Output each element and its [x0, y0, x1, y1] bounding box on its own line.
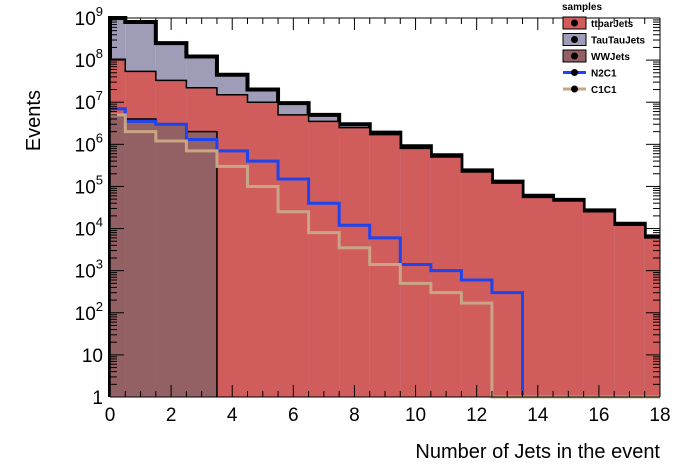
x-tick-label: 16: [588, 405, 609, 426]
legend-marker-tautaujets: [571, 36, 578, 43]
legend: samples ttbarJets TauTauJets WWJets N2C1 C1C…: [562, 2, 646, 96]
y-tick-label: 10: [82, 346, 103, 367]
legend-marker-wwjets: [571, 52, 578, 60]
y-tick-label: 103: [75, 257, 103, 283]
x-tick-label: 12: [466, 405, 487, 426]
legend-label-ttbarjets: ttbarJets: [591, 19, 634, 30]
x-tick-label: 6: [288, 405, 299, 426]
bar-ttbarjets-bin-5: [247, 102, 279, 397]
y-tick-label: 107: [75, 88, 103, 114]
bar-ttbarjets-bin-12: [461, 172, 492, 397]
bar-ttbarjets-bin-4: [216, 94, 248, 397]
x-axis-title: Number of Jets in the event: [415, 441, 660, 463]
x-tick-label: 14: [527, 405, 549, 426]
line-n2c1: [110, 107, 660, 399]
x-tick-label: 8: [349, 405, 360, 426]
bar-ttbarjets-bin-6: [278, 114, 309, 398]
bar-ttbarjets-bin-7: [308, 121, 340, 397]
x-tick-label: 18: [649, 405, 670, 426]
legend-label-n2c1: N2C1: [591, 69, 617, 80]
y-tick-label: 109: [75, 4, 103, 30]
y-tick-label: 108: [75, 46, 103, 72]
x-tick-label: 10: [405, 405, 426, 426]
x-tick-label: 2: [166, 405, 177, 426]
bar-ttbarjets-bin-15: [553, 201, 584, 397]
ticks: [109, 17, 661, 398]
y-tick-label: 1: [92, 388, 103, 409]
y-tick-label: 102: [75, 299, 103, 325]
bar-wwjets-bin-0: [110, 114, 126, 398]
bar-ttbarjets-bin-13: [491, 183, 523, 397]
bar-ttbarjets-bin-14: [522, 197, 554, 397]
legend-marker-c1c1: [571, 85, 578, 93]
legend-label-tautaujets: TauTauJets: [591, 36, 646, 47]
bar-wwjets-bin-2: [155, 124, 187, 398]
bar-ttbarjets-bin-11: [430, 157, 462, 397]
bar-ttbarjets-bin-10: [400, 148, 431, 397]
legend-label-c1c1: C1C1: [591, 85, 617, 96]
bar-ttbarjets-bin-17: [614, 225, 645, 397]
legend-label-wwjets: WWJets: [591, 52, 630, 63]
legend-marker-ttbarjets: [571, 19, 578, 27]
bar-wwjets-bin-3: [186, 131, 217, 398]
x-tick-label: 0: [105, 405, 116, 426]
tick-labels: 0 2 4 6 8 10 12 14 16 18 1 10 102 103 104 105 106 107 108 1…: [75, 4, 671, 426]
bar-ttbarjets-bin-18: [644, 237, 660, 397]
stacked-fills: [108, 16, 660, 398]
bar-ttbarjets-bin-16: [583, 211, 615, 397]
legend-title: samples: [562, 2, 602, 13]
y-tick-label: 104: [75, 215, 103, 241]
x-tick-label: 4: [227, 405, 238, 426]
legend-marker-n2c1: [571, 69, 578, 76]
y-axis-title: Events: [23, 90, 45, 151]
y-tick-label: 105: [75, 172, 103, 198]
bar-wwjets-bin-1: [125, 118, 156, 397]
bar-ttbarjets-bin-8: [339, 127, 370, 398]
y-tick-label: 106: [75, 130, 103, 156]
outline-ttbarjets: [109, 58, 660, 397]
